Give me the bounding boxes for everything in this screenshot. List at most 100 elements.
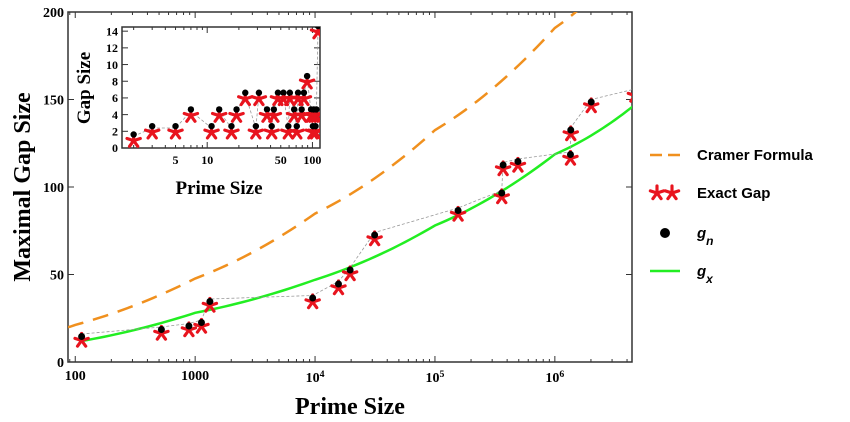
star-arm [493, 193, 504, 199]
star-arm [258, 111, 269, 118]
x-tick-label: 10 [201, 153, 213, 167]
gn-point [334, 280, 342, 288]
star-arm [265, 111, 276, 118]
gn-point [280, 89, 287, 96]
star-arm [288, 128, 299, 134]
star-arm [285, 111, 296, 118]
legend-label: gx [696, 263, 714, 286]
star-arm [626, 91, 632, 97]
gn-point [303, 72, 311, 80]
star-arm [275, 95, 285, 101]
x-tick-label: 5 [173, 153, 179, 167]
x-tick-exponent: 6 [559, 369, 564, 380]
star-arm [366, 235, 377, 241]
y-tick-label: 6 [112, 91, 118, 105]
star-arm [629, 96, 632, 103]
star-arm [210, 111, 221, 118]
star-arm [280, 128, 290, 134]
exact-gap-marker [626, 91, 642, 103]
gn-point [567, 126, 575, 134]
star-arm [73, 336, 84, 343]
inset-x-axis-label: Prime Size [175, 178, 262, 199]
star-arm [295, 95, 306, 101]
gn-point [294, 89, 302, 96]
y-tick-label: 200 [43, 6, 64, 21]
gn-point [300, 89, 308, 96]
x-tick-base: 10 [306, 371, 320, 386]
gn-point [270, 106, 278, 113]
y-tick-label: 150 [43, 93, 64, 108]
series-line-cramer-formula [68, 12, 578, 329]
plot-area [68, 12, 642, 348]
star-arm [494, 165, 505, 171]
x-tick-label: 105 [425, 369, 444, 387]
x-tick-label: 50 [275, 153, 287, 167]
gn-point [208, 122, 215, 130]
star-arm [635, 93, 642, 95]
star-arm [237, 95, 247, 101]
star-arm [308, 111, 318, 118]
x-tick-label: 1000 [181, 369, 209, 384]
star-arm [201, 301, 212, 308]
star-arm [309, 28, 320, 34]
gn-point [242, 89, 249, 96]
gn-point [233, 106, 240, 113]
x-tick-base: 10 [425, 371, 439, 386]
legend-subscript: x [705, 272, 714, 286]
gn-point [215, 106, 223, 113]
y-tick-label: 100 [43, 181, 64, 196]
gn-point [286, 89, 294, 96]
gn-point [285, 122, 292, 130]
gn-point [255, 89, 263, 96]
exact-gap-marker [247, 123, 265, 140]
y-tick-label: 10 [106, 58, 118, 72]
x-tick-label: 104 [306, 369, 325, 387]
series-line-gx [81, 105, 632, 343]
x-tick-label: 100 [303, 153, 321, 167]
gn-point [313, 106, 320, 113]
star-arm [247, 128, 258, 134]
legend-star-icon [648, 184, 666, 201]
gn-point [566, 151, 574, 158]
exact-gap-marker [203, 123, 220, 140]
gn-point [197, 319, 205, 326]
y-tick-label: 2 [112, 125, 118, 139]
gn-point [187, 106, 195, 113]
star-arm [562, 154, 573, 161]
gn-point [157, 326, 165, 333]
star-arm [341, 270, 352, 276]
legend-label: Exact Gap [697, 185, 770, 202]
gn-point [185, 322, 193, 330]
legend-name: g [696, 225, 706, 242]
star-arm [281, 95, 292, 101]
gn-point [587, 98, 595, 106]
gn-point [499, 161, 507, 169]
y-tick-label: 12 [106, 41, 118, 55]
x-tick-exponent: 4 [320, 369, 325, 380]
x-tick-exponent: 5 [439, 369, 444, 380]
x-tick-label: 106 [545, 369, 564, 387]
star-arm [304, 298, 315, 304]
gn-point [454, 207, 462, 214]
gn-point [274, 89, 282, 96]
gn-point [148, 122, 156, 130]
star-arm [562, 130, 573, 136]
inset-y-axis-label: Gap Size [74, 52, 95, 124]
gn-point [314, 27, 320, 30]
gn-point [514, 158, 522, 165]
gn-point [371, 231, 379, 239]
star-arm [648, 189, 659, 195]
x-tick-label: 100 [65, 369, 86, 384]
star-arm [167, 128, 178, 134]
star-arm [269, 95, 280, 101]
gn-point [631, 89, 632, 94]
star-arm [293, 111, 304, 118]
star-arm [263, 128, 274, 134]
gn-point [293, 122, 300, 130]
star-arm [180, 326, 191, 332]
y-tick-label: 14 [106, 24, 118, 38]
star-arm [143, 128, 154, 134]
star-arm [203, 128, 214, 134]
star-arm [125, 136, 136, 143]
